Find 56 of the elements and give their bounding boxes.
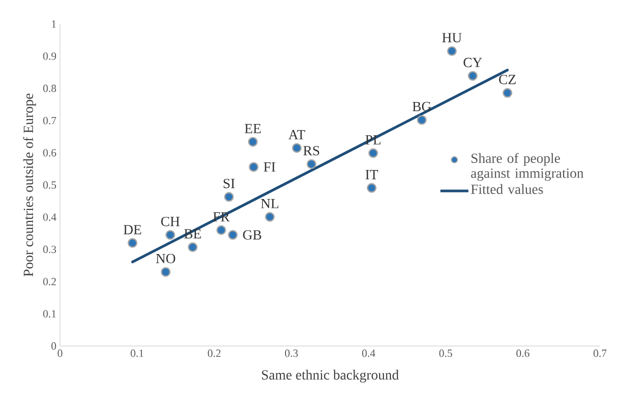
y-axis-title: Poor countries outside of Europe xyxy=(23,94,36,276)
point xyxy=(188,242,198,252)
x-tick-label: 0 xyxy=(58,350,62,357)
y-tick-label: 0 xyxy=(51,342,56,350)
annotation: RS xyxy=(303,146,320,156)
point xyxy=(447,46,457,56)
x-tick-label: 0.4 xyxy=(362,350,376,357)
x-axis-title: Same ethnic background xyxy=(262,370,399,382)
point xyxy=(248,137,258,147)
annotation: CY xyxy=(464,58,482,68)
annotation: HU xyxy=(442,33,462,42)
y-tick-label: 0.2 xyxy=(43,278,56,286)
point xyxy=(216,225,226,235)
annotation: EE xyxy=(244,124,261,134)
point xyxy=(165,230,176,240)
y-tick-label: 0.4 xyxy=(43,213,56,221)
x-tick-label: 0.1 xyxy=(130,350,144,357)
x-tick-label: 0.2 xyxy=(208,350,221,357)
point xyxy=(502,88,512,98)
annotation: NO xyxy=(156,254,176,264)
point xyxy=(224,192,234,202)
point xyxy=(248,162,258,172)
y-tick-label: 0.1 xyxy=(43,310,56,318)
y-tick-label: 0.9 xyxy=(43,52,56,60)
annotation: FI xyxy=(264,162,276,172)
y-tick-label: 0.6 xyxy=(43,149,56,157)
annotation: CH xyxy=(161,216,180,226)
annotation: IT xyxy=(366,170,378,180)
annotation: AT xyxy=(288,130,306,140)
y-tick-label: 0.8 xyxy=(43,84,56,92)
y-tick-label: 0.5 xyxy=(43,181,56,189)
annotation: DE xyxy=(124,225,142,234)
x-tick-label: 0.7 xyxy=(594,350,607,357)
annotation: CZ xyxy=(499,74,516,84)
point xyxy=(416,115,427,125)
point xyxy=(468,70,478,81)
point xyxy=(128,238,138,248)
annotation: NL xyxy=(260,199,278,208)
annotation: GB xyxy=(243,230,262,240)
y-tick-label: 0.7 xyxy=(43,116,56,124)
legend-label: Fitted values xyxy=(471,184,543,194)
y-tick-label: 0.3 xyxy=(43,246,56,254)
point xyxy=(366,183,377,193)
y-tick-label: 1 xyxy=(52,20,56,28)
annotation: SI xyxy=(224,178,235,188)
x-tick-label: 0.3 xyxy=(285,350,298,357)
x-tick-label: 0.6 xyxy=(516,350,530,357)
x-tick-label: 0.5 xyxy=(439,350,452,357)
point xyxy=(306,159,316,169)
point xyxy=(368,148,378,158)
legend-label: Share of people against immigration xyxy=(471,152,584,181)
point xyxy=(160,267,171,277)
point xyxy=(292,143,302,153)
point xyxy=(264,212,275,222)
annotation: BG xyxy=(412,102,432,112)
point xyxy=(228,230,238,240)
